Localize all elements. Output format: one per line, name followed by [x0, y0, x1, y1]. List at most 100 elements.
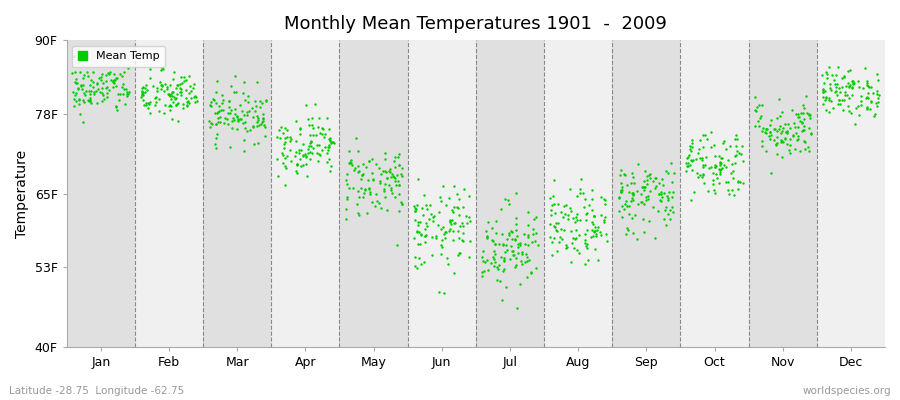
Point [388, 194, 402, 200]
Point [481, 232, 495, 239]
Point [139, 100, 153, 106]
Point [238, 119, 252, 125]
Point [157, 110, 171, 116]
Point [408, 208, 422, 214]
Point [386, 158, 400, 164]
Point [508, 236, 522, 243]
Point [782, 147, 796, 153]
Point [251, 117, 266, 123]
Point [723, 142, 737, 149]
Point [83, 95, 97, 102]
Point [174, 74, 188, 80]
Point [280, 127, 294, 134]
Point [587, 212, 601, 219]
Point [586, 221, 600, 227]
Point [696, 171, 710, 177]
Point [206, 96, 220, 103]
Point [412, 241, 427, 247]
Point [373, 180, 387, 186]
Point [418, 202, 433, 208]
Point [664, 160, 679, 166]
Point [684, 157, 698, 163]
Point [301, 150, 315, 156]
Point [277, 138, 292, 145]
Point [87, 91, 102, 97]
Point [863, 99, 878, 105]
Point [339, 176, 354, 183]
Point [662, 207, 677, 213]
Point [496, 268, 510, 274]
Point [350, 210, 365, 217]
Point [511, 241, 526, 247]
Point [278, 163, 293, 169]
Point [708, 163, 723, 170]
Point [239, 128, 254, 135]
Point [437, 231, 452, 238]
Point [692, 155, 706, 161]
Point [753, 114, 768, 121]
Point [306, 132, 320, 138]
Point [163, 82, 177, 88]
Point [698, 153, 713, 160]
Point [543, 221, 557, 227]
Point [824, 72, 839, 78]
Point [248, 103, 263, 109]
Point [614, 167, 628, 174]
Point [408, 208, 422, 214]
Point [94, 89, 108, 95]
Point [118, 101, 132, 108]
Point [792, 117, 806, 124]
Point [312, 114, 327, 121]
Point [491, 266, 505, 272]
Point [724, 170, 739, 176]
Point [155, 65, 169, 72]
Point [625, 215, 639, 221]
Point [322, 156, 337, 162]
Point [448, 219, 463, 226]
Point [258, 124, 273, 130]
Point [796, 102, 810, 108]
Point [748, 123, 762, 129]
Point [617, 206, 632, 212]
Point [450, 191, 464, 197]
Point [320, 115, 334, 122]
Point [271, 173, 285, 180]
Point [579, 216, 593, 223]
Point [843, 67, 858, 73]
Point [854, 102, 868, 109]
Point [204, 121, 219, 127]
Point [864, 98, 878, 104]
Y-axis label: Temperature: Temperature [15, 150, 29, 238]
Point [161, 92, 176, 98]
Point [67, 96, 81, 102]
Point [870, 88, 885, 94]
Point [256, 118, 270, 124]
Point [626, 197, 640, 204]
Point [734, 151, 748, 157]
Point [107, 71, 122, 78]
Point [785, 106, 799, 113]
Point [383, 169, 398, 175]
Point [796, 138, 811, 144]
Point [391, 154, 405, 160]
Point [829, 83, 843, 90]
Point [627, 211, 642, 218]
Point [803, 112, 817, 119]
Point [71, 85, 86, 91]
Point [410, 202, 425, 208]
Point [543, 234, 557, 240]
Point [717, 138, 732, 144]
Point [175, 80, 189, 86]
Point [721, 157, 735, 163]
Point [598, 197, 612, 203]
Point [802, 148, 816, 154]
Point [380, 207, 394, 213]
Point [110, 75, 124, 82]
Point [315, 124, 329, 131]
Point [95, 90, 110, 96]
Point [326, 139, 340, 145]
Point [392, 150, 406, 157]
Point [415, 204, 429, 211]
Point [361, 177, 375, 184]
Point [360, 209, 374, 216]
